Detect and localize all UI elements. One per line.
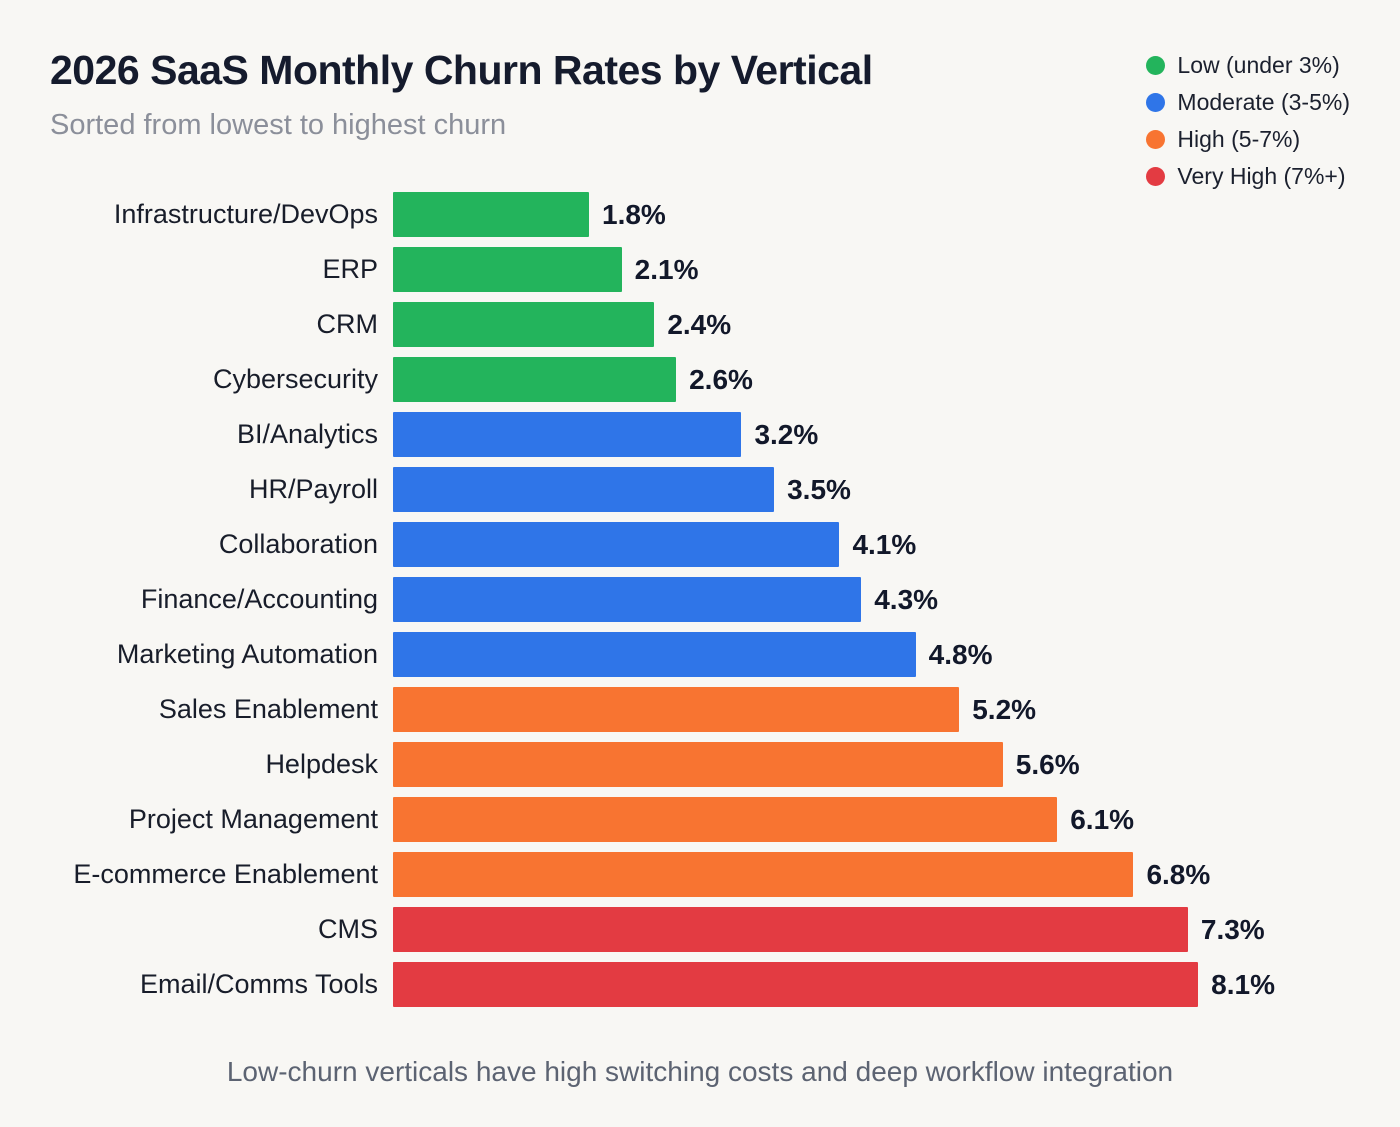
value-label: 6.8% bbox=[1146, 858, 1211, 890]
page-subtitle: Sorted from lowest to highest churn bbox=[50, 109, 507, 141]
value-label: 2.1% bbox=[634, 253, 699, 285]
category-label: CMS bbox=[318, 914, 378, 944]
value-label: 3.2% bbox=[754, 418, 819, 450]
chart-row: Marketing Automation 4.8% bbox=[50, 632, 1350, 677]
bar-track: 2.6% bbox=[393, 357, 1275, 402]
bar-track: 2.1% bbox=[393, 247, 1275, 292]
bar-track: 4.1% bbox=[393, 522, 1275, 567]
chart-row: Sales Enablement 5.2% bbox=[50, 687, 1350, 732]
value-label: 4.8% bbox=[928, 638, 993, 670]
chart-row: ERP 2.1% bbox=[50, 247, 1350, 292]
bar bbox=[393, 522, 840, 567]
category-label: Cybersecurity bbox=[212, 364, 378, 394]
chart-row: Project Management 6.1% bbox=[50, 797, 1350, 842]
value-label: 1.8% bbox=[602, 198, 666, 230]
value-label: 3.5% bbox=[787, 473, 851, 505]
category-label: Project Management bbox=[128, 804, 378, 834]
legend-dot-icon bbox=[1146, 93, 1166, 112]
bar-track: 6.8% bbox=[393, 852, 1275, 897]
value-label: 8.1% bbox=[1211, 968, 1275, 1000]
legend-dot-icon bbox=[1146, 56, 1166, 75]
legend: Low (under 3%) Moderate (3-5%) High (5-7%)… bbox=[1146, 52, 1350, 190]
legend-label: High (5-7%) bbox=[1177, 126, 1301, 152]
category-label: Collaboration bbox=[218, 529, 378, 559]
bar bbox=[393, 907, 1188, 952]
bar bbox=[393, 687, 960, 732]
category-label: Sales Enablement bbox=[158, 694, 378, 724]
bar-track: 1.8% bbox=[393, 192, 1275, 237]
legend-item: Moderate (3-5%) bbox=[1146, 89, 1350, 116]
bar bbox=[393, 962, 1199, 1007]
bar bbox=[393, 357, 677, 402]
chart-header: 2026 SaaS Monthly Churn Rates by Vertica… bbox=[50, 0, 1350, 142]
bar-track: 2.4% bbox=[393, 302, 1275, 347]
bar-track: 5.2% bbox=[393, 687, 1275, 732]
chart-row: Finance/Accounting 4.3% bbox=[50, 577, 1350, 622]
bar-track: 5.6% bbox=[393, 742, 1275, 787]
category-label: Helpdesk bbox=[265, 749, 378, 779]
category-label: Marketing Automation bbox=[116, 639, 378, 669]
bar-track: 3.5% bbox=[393, 467, 1275, 512]
bar-track: 7.3% bbox=[393, 907, 1275, 952]
category-label: Infrastructure/DevOps bbox=[113, 199, 378, 229]
category-label: Finance/Accounting bbox=[140, 584, 378, 614]
chart-row: Email/Comms Tools 8.1% bbox=[50, 962, 1350, 1007]
category-label: BI/Analytics bbox=[236, 419, 378, 449]
bar bbox=[393, 577, 862, 622]
legend-label: Very High (7%+) bbox=[1177, 163, 1346, 189]
legend-label: Moderate (3-5%) bbox=[1177, 89, 1350, 115]
bar-track: 4.8% bbox=[393, 632, 1275, 677]
legend-item: Very High (7%+) bbox=[1146, 163, 1350, 190]
chart-row: E-commerce Enablement 6.8% bbox=[50, 852, 1350, 897]
bar bbox=[393, 797, 1058, 842]
value-label: 2.6% bbox=[689, 363, 753, 395]
bar bbox=[393, 632, 916, 677]
bar-track: 3.2% bbox=[393, 412, 1275, 457]
bar bbox=[393, 247, 622, 292]
category-label: HR/Payroll bbox=[248, 474, 378, 504]
category-label: Email/Comms Tools bbox=[139, 969, 378, 999]
legend-dot-icon bbox=[1146, 167, 1166, 186]
category-label: ERP bbox=[322, 254, 378, 284]
legend-item: Low (under 3%) bbox=[1146, 52, 1350, 79]
chart-row: Collaboration 4.1% bbox=[50, 522, 1350, 567]
bar-track: 8.1% bbox=[393, 962, 1275, 1007]
legend-label: Low (under 3%) bbox=[1177, 52, 1340, 78]
bar-chart: Infrastructure/DevOps 1.8% ERP 2.1% CRM 2.4% C… bbox=[50, 192, 1350, 1007]
value-label: 5.2% bbox=[972, 693, 1037, 725]
chart-row: HR/Payroll 3.5% bbox=[50, 467, 1350, 512]
footer-note: Low-churn verticals have high switching … bbox=[226, 1056, 1174, 1087]
value-label: 4.1% bbox=[852, 528, 917, 560]
bar-track: 6.1% bbox=[393, 797, 1275, 842]
bar-track: 4.3% bbox=[393, 577, 1275, 622]
legend-dot-icon bbox=[1146, 130, 1166, 149]
bar bbox=[393, 192, 589, 237]
bar bbox=[393, 412, 742, 457]
value-label: 6.1% bbox=[1070, 803, 1135, 835]
chart-row: BI/Analytics 3.2% bbox=[50, 412, 1350, 457]
value-label: 5.6% bbox=[1015, 748, 1080, 780]
bar bbox=[393, 467, 775, 512]
chart-row: Helpdesk 5.6% bbox=[50, 742, 1350, 787]
chart-row: Infrastructure/DevOps 1.8% bbox=[50, 192, 1350, 237]
chart-row: CMS 7.3% bbox=[50, 907, 1350, 952]
legend-item: High (5-7%) bbox=[1146, 126, 1350, 153]
category-label: E-commerce Enablement bbox=[73, 859, 378, 889]
chart-row: CRM 2.4% bbox=[50, 302, 1350, 347]
bar bbox=[393, 852, 1134, 897]
category-label: CRM bbox=[316, 309, 379, 339]
value-label: 4.3% bbox=[874, 583, 939, 615]
value-label: 7.3% bbox=[1200, 913, 1265, 945]
chart-row: Cybersecurity 2.6% bbox=[50, 357, 1350, 402]
bar bbox=[393, 742, 1003, 787]
page-title: 2026 SaaS Monthly Churn Rates by Vertica… bbox=[50, 47, 873, 93]
bar bbox=[393, 302, 655, 347]
value-label: 2.4% bbox=[667, 308, 732, 340]
